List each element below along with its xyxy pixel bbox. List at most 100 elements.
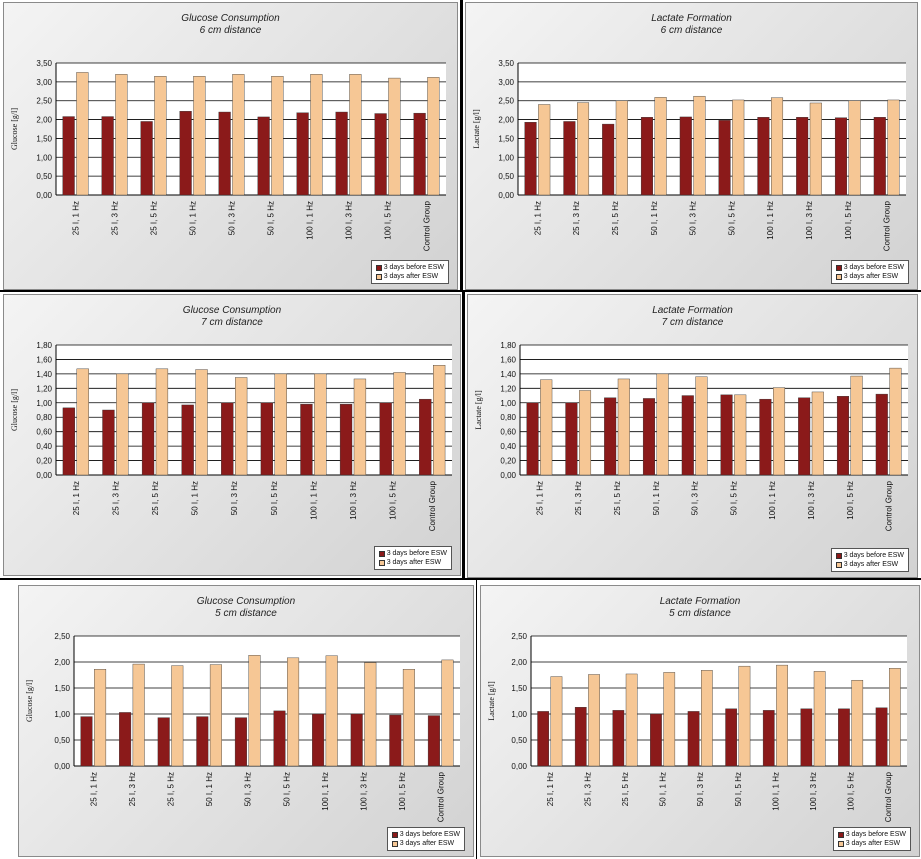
bar-before	[612, 710, 625, 767]
x-tick-label: 50 I, 3 Hz	[230, 481, 239, 515]
x-tick-label: 50 I, 3 Hz	[691, 481, 700, 515]
legend-item-before: 3 days before ESW	[391, 830, 460, 839]
chart-title: Lactate Formation 6 cm distance	[466, 13, 917, 37]
y-tick-label: 0,60	[500, 428, 516, 437]
y-axis-label: Glucose [g/l]	[10, 389, 19, 431]
bar-after	[393, 372, 406, 476]
bar-before	[679, 116, 692, 196]
bar-after	[314, 373, 327, 476]
x-tick-label: 25 I, 1 Hz	[72, 201, 81, 235]
bar-before	[798, 397, 811, 476]
y-tick-label: 0,40	[36, 442, 52, 451]
bar-before	[836, 396, 850, 476]
bar-after	[663, 672, 676, 767]
bar-after	[738, 665, 751, 767]
x-tick-label: 100 I, 3 Hz	[345, 201, 354, 240]
bar-before	[800, 708, 813, 767]
bar-before	[642, 398, 656, 476]
y-tick-label: 2,50	[498, 97, 514, 106]
y-tick-label: 2,00	[511, 658, 527, 667]
y-tick-label: 0,40	[500, 442, 516, 451]
bar-after	[287, 657, 300, 767]
chart-svg: 0,00 0,20 0,40 0,60 0,80 1,00 1,20 1,40 1,60 1,80…	[474, 341, 908, 531]
x-tick-label: 25 I, 1 Hz	[535, 481, 544, 515]
y-tick-label: 1,80	[500, 341, 516, 350]
bar-after	[693, 95, 706, 196]
x-tick-label: Control Group	[884, 771, 893, 822]
y-tick-label: 3,00	[498, 78, 514, 87]
divider-vertical-middle	[462, 292, 465, 578]
chart-title-text: Glucose Consumption	[182, 305, 282, 316]
legend-item-after: 3 days after ESW	[378, 558, 447, 567]
bar-before	[335, 111, 348, 196]
chart-panel-glucose-7cm: Glucose Consumption 7 cm distance 0,00 0,2…	[3, 294, 461, 576]
legend-swatch-after	[378, 559, 385, 566]
bar-after	[773, 387, 786, 476]
x-tick-label: 50 I, 1 Hz	[659, 772, 668, 806]
legend-swatch-before	[835, 264, 842, 271]
bar-before	[260, 402, 274, 476]
bar-after	[388, 77, 401, 196]
x-tick-label: 100 I, 3 Hz	[360, 772, 369, 811]
bar-before	[80, 716, 93, 767]
chart-svg: 0,00 0,50 1,00 1,50 2,00 2,50 3,00 3,50 Glucose …	[10, 59, 446, 251]
bar-before	[427, 715, 440, 767]
bar-after	[809, 102, 822, 196]
y-tick-label: 1,50	[511, 684, 527, 693]
bar-after	[776, 664, 788, 767]
chart-panel-lactate-7cm: Lactate Formation 7 cm distance 0,00 0,20 0…	[467, 294, 918, 578]
chart-subtitle: 5 cm distance	[215, 608, 277, 619]
bar-before	[602, 123, 615, 196]
bar-before	[762, 710, 775, 767]
bar-before	[374, 113, 387, 196]
legend-label-after: 3 days after ESW	[386, 559, 442, 566]
legend-swatch-before	[835, 552, 842, 559]
legend-item-before: 3 days before ESW	[835, 551, 904, 560]
bar-after	[195, 369, 208, 476]
chart-legend: 3 days before ESW 3 days after ESW	[832, 827, 911, 851]
bar-before	[102, 409, 115, 476]
x-tick-label: 100 I, 3 Hz	[805, 201, 814, 240]
legend-label-before: 3 days before ESW	[843, 552, 904, 559]
x-tick-label: 100 I, 1 Hz	[768, 481, 777, 520]
chart-title: Lactate Formation 7 cm distance	[468, 305, 917, 329]
x-tick-label: 100 I, 1 Hz	[309, 481, 318, 520]
bar-after	[578, 390, 592, 476]
bar-after	[427, 77, 440, 196]
y-axis-label: Glucose [g/l]	[10, 108, 19, 150]
legend-label-after: 3 days after ESW	[845, 840, 901, 847]
chart-title: Lactate Formation 5 cm distance	[481, 596, 919, 620]
x-tick-label: 50 I, 5 Hz	[729, 481, 738, 515]
bar-after	[889, 367, 902, 476]
divider-horizontal-2	[0, 578, 921, 580]
chart-legend: 3 days before ESW 3 days after ESW	[373, 546, 452, 570]
x-tick-label: 25 I, 3 Hz	[111, 201, 120, 235]
plot-area	[518, 63, 906, 195]
x-tick-label: 50 I, 1 Hz	[205, 772, 214, 806]
bar-before	[537, 711, 550, 767]
bar-after	[550, 676, 563, 767]
legend-item-before: 3 days before ESW	[835, 263, 904, 272]
bar-before	[179, 111, 192, 196]
legend-label-before: 3 days before ESW	[383, 264, 444, 271]
bar-after	[887, 99, 900, 196]
bar-after	[848, 100, 861, 196]
bar-after	[811, 391, 824, 476]
divider-vertical-top	[460, 0, 463, 290]
x-tick-label: 50 I, 5 Hz	[267, 201, 276, 235]
bar-after	[615, 100, 628, 196]
divider-horizontal-1	[0, 290, 921, 292]
legend-swatch-after	[835, 561, 842, 568]
x-tick-label: 25 I, 5 Hz	[611, 201, 620, 235]
divider-vertical-bottom	[476, 580, 477, 859]
y-tick-label: 0,20	[36, 457, 52, 466]
bar-before	[62, 116, 75, 196]
bar-after	[353, 378, 367, 476]
bar-after	[771, 97, 784, 196]
x-tick-label: 25 I, 5 Hz	[621, 772, 630, 806]
bar-after	[132, 663, 145, 767]
y-tick-label: 2,00	[36, 116, 52, 125]
y-tick-label: 2,50	[36, 97, 52, 106]
y-tick-label: 0,00	[36, 471, 52, 480]
legend-label-after: 3 days after ESW	[843, 561, 899, 568]
